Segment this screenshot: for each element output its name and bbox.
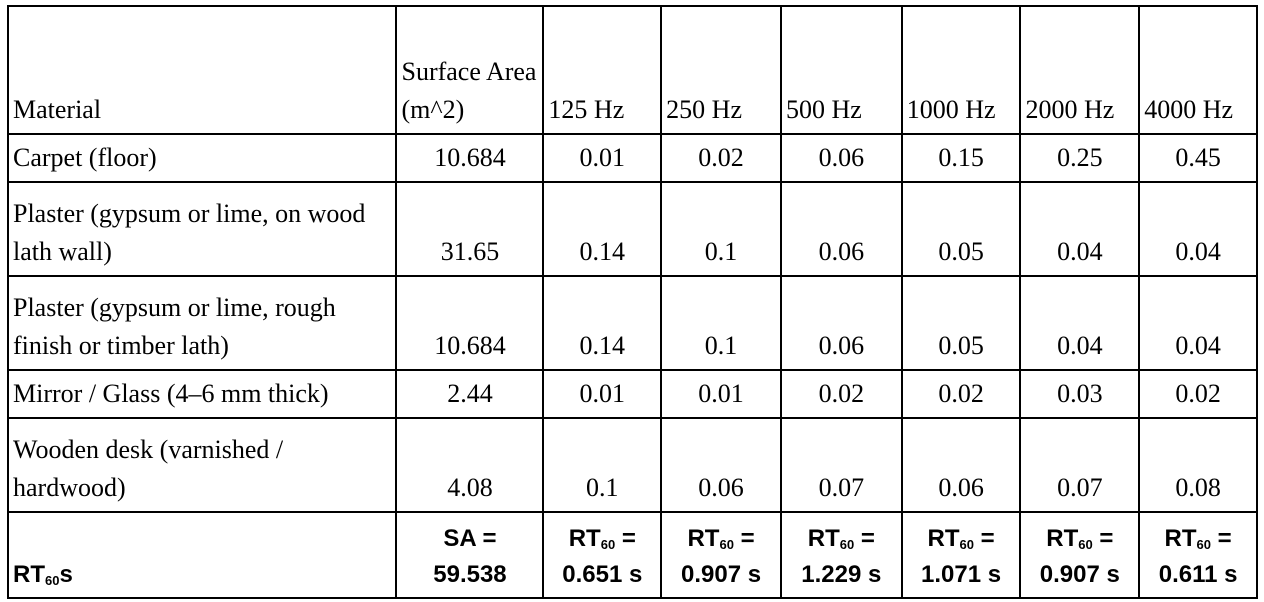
- header-material: Material: [6, 5, 398, 135]
- rt60-value-cell: RT60 = 1.229 s: [779, 511, 903, 599]
- rt60-label: RT60s: [6, 511, 398, 599]
- coefficient-cell: 0.14: [542, 181, 663, 277]
- rt60-value-cell: RT60 = 1.071 s: [900, 511, 1022, 599]
- header-surface-area: Surface Area (m^2): [395, 5, 545, 135]
- table-row: Mirror / Glass (4–6 mm thick) 2.44 0.01 …: [6, 369, 1258, 419]
- coefficient-cell: 0.06: [900, 417, 1022, 513]
- coefficient-cell: 0.14: [542, 275, 663, 371]
- coefficient-cell: 0.02: [1138, 369, 1258, 419]
- coefficient-cell: 0.01: [660, 369, 782, 419]
- surface-area-cell: 10.684: [395, 275, 545, 371]
- coefficient-cell: 0.07: [779, 417, 903, 513]
- coefficient-cell: 0.08: [1138, 417, 1258, 513]
- material-cell: Wooden desk (varnished / hardwood): [6, 417, 398, 513]
- rt60-value-cell: RT60 = 0.907 s: [660, 511, 782, 599]
- header-row: Material Surface Area (m^2) 125 Hz 250 H…: [6, 5, 1258, 135]
- header-500hz: 500 Hz: [779, 5, 903, 135]
- rt60-value: 0.651 s: [562, 561, 643, 588]
- coefficient-cell: 0.45: [1138, 133, 1258, 183]
- coefficient-cell: 0.06: [779, 133, 903, 183]
- rt60-value-cell: RT60 = 0.651 s: [542, 511, 663, 599]
- coefficient-cell: 0.05: [900, 275, 1022, 371]
- coefficient-cell: 0.02: [660, 133, 782, 183]
- coefficient-cell: 0.15: [900, 133, 1022, 183]
- header-1000hz: 1000 Hz: [900, 5, 1022, 135]
- header-125hz: 125 Hz: [542, 5, 663, 135]
- coefficient-cell: 0.04: [1138, 275, 1258, 371]
- absorption-table: Material Surface Area (m^2) 125 Hz 250 H…: [6, 5, 1258, 599]
- coefficient-cell: 0.02: [779, 369, 903, 419]
- rt60-summary-row: RT60s SA = 59.538 RT60 = 0.651 s RT60 = 0.9…: [6, 511, 1258, 599]
- header-4000hz: 4000 Hz: [1138, 5, 1258, 135]
- coefficient-cell: 0.03: [1019, 369, 1141, 419]
- coefficient-cell: 0.02: [900, 369, 1022, 419]
- material-cell: Plaster (gypsum or lime, rough finish or…: [6, 275, 398, 371]
- coefficient-cell: 0.01: [542, 133, 663, 183]
- coefficient-cell: 0.05: [900, 181, 1022, 277]
- table-row: Wooden desk (varnished / hardwood) 4.08 …: [6, 417, 1258, 513]
- rt60-value-cell: RT60 = 0.907 s: [1019, 511, 1141, 599]
- coefficient-cell: 0.07: [1019, 417, 1141, 513]
- surface-area-cell: 4.08: [395, 417, 545, 513]
- coefficient-cell: 0.1: [542, 417, 663, 513]
- coefficient-cell: 0.1: [660, 181, 782, 277]
- total-surface-area: SA = 59.538: [395, 511, 545, 599]
- coefficient-cell: 0.1: [660, 275, 782, 371]
- material-cell: Plaster (gypsum or lime, on wood lath wa…: [6, 181, 398, 277]
- material-cell: Mirror / Glass (4–6 mm thick): [6, 369, 398, 419]
- rt60-value: 0.907 s: [681, 561, 762, 588]
- rt60-value: 0.611 s: [1158, 561, 1238, 588]
- rt-label-sub: 60: [45, 573, 60, 588]
- material-cell: Carpet (floor): [6, 133, 398, 183]
- rt60-value: 1.071 s: [921, 561, 1002, 588]
- coefficient-cell: 0.06: [660, 417, 782, 513]
- coefficient-cell: 0.04: [1138, 181, 1258, 277]
- sa-prefix: SA =: [443, 525, 497, 552]
- rt60-value: 0.907 s: [1039, 561, 1120, 588]
- coefficient-cell: 0.06: [779, 275, 903, 371]
- rt-label-main: RT: [13, 561, 45, 588]
- coefficient-cell: 0.01: [542, 369, 663, 419]
- header-2000hz: 2000 Hz: [1019, 5, 1141, 135]
- surface-area-cell: 2.44: [395, 369, 545, 419]
- rt60-value: 1.229 s: [801, 561, 882, 588]
- rt-label-suffix: s: [59, 561, 73, 588]
- coefficient-cell: 0.25: [1019, 133, 1141, 183]
- rt60-value-cell: RT60 = 0.611 s: [1138, 511, 1258, 599]
- coefficient-cell: 0.04: [1019, 275, 1141, 371]
- table-row: Plaster (gypsum or lime, on wood lath wa…: [6, 181, 1258, 277]
- coefficient-cell: 0.06: [779, 181, 903, 277]
- surface-area-cell: 10.684: [395, 133, 545, 183]
- table-row: Carpet (floor) 10.684 0.01 0.02 0.06 0.1…: [6, 133, 1258, 183]
- header-250hz: 250 Hz: [660, 5, 782, 135]
- surface-area-cell: 31.65: [395, 181, 545, 277]
- coefficient-cell: 0.04: [1019, 181, 1141, 277]
- sa-value: 59.538: [433, 561, 507, 588]
- table-row: Plaster (gypsum or lime, rough finish or…: [6, 275, 1258, 371]
